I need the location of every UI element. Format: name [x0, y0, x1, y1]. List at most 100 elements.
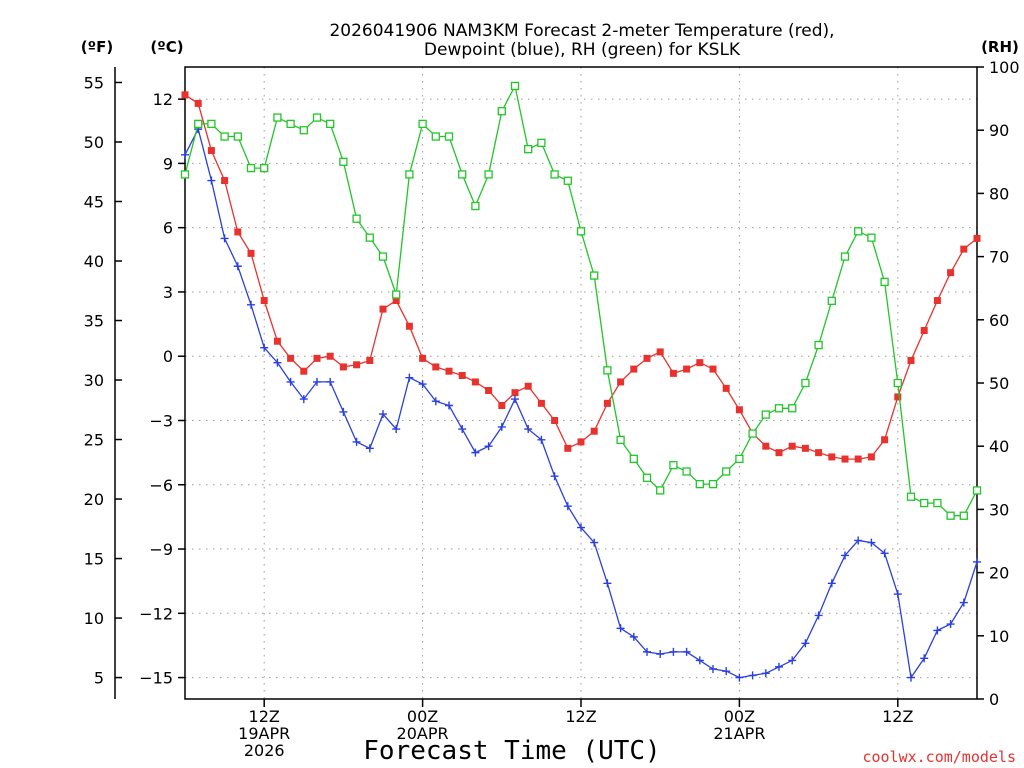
- rh-point: [590, 271, 599, 280]
- rh-point: [563, 176, 572, 185]
- rh-point: [352, 214, 361, 223]
- 2-meter-temperature-point: [353, 361, 361, 369]
- 2-meter-temperature-point: [405, 322, 413, 330]
- dewpoint-point: [748, 671, 757, 680]
- 2-meter-temperature-point: [801, 444, 809, 452]
- dewpoint-point: [511, 395, 519, 404]
- 2-meter-temperature-point: [392, 297, 400, 305]
- celsius-tick-label: 0: [163, 347, 173, 366]
- rh-line: [184, 84, 978, 517]
- celsius-axis: 12 9 6 3 0 −3 −6 −9 −12 −15: [139, 90, 185, 688]
- dewpoint-point: [418, 380, 427, 389]
- rh-point: [920, 498, 929, 508]
- rh-point: [801, 378, 810, 388]
- rh-tick-label: 40: [989, 437, 1009, 456]
- time-tick-label: 19APR: [238, 724, 290, 743]
- rh-point: [656, 486, 665, 495]
- rh-series: [180, 81, 982, 520]
- title-line-1: 2026041906 NAM3KM Forecast 2-meter Tempe…: [329, 21, 834, 41]
- 2-meter-temperature-point: [419, 354, 427, 362]
- 2-meter-temperature-point: [247, 249, 255, 257]
- rh-point: [471, 201, 480, 211]
- 2-meter-temperature-point: [656, 348, 664, 356]
- rh-point: [748, 429, 757, 438]
- 2-meter-temperature-point: [577, 438, 585, 446]
- 2-meter-temperature-point: [683, 365, 691, 373]
- dewpoint-point: [445, 401, 453, 410]
- 2-meter-temperature-point: [590, 427, 598, 435]
- 2-meter-temperature-point: [669, 369, 677, 377]
- rh-point: [392, 290, 401, 299]
- dewpoint-point: [616, 624, 625, 633]
- 2-meter-temperature-point: [617, 378, 625, 386]
- rh-point: [642, 473, 652, 482]
- title-line-2: Dewpoint (blue), RH (green) for KSLK: [424, 40, 741, 60]
- celsius-tick-label: 12: [153, 90, 173, 109]
- 2-meter-temperature-point: [471, 378, 479, 386]
- fahrenheit-tick-label: 25: [84, 431, 104, 450]
- rh-point: [603, 366, 612, 375]
- 2-meter-temperature-point: [432, 363, 440, 371]
- dewpoint-point: [339, 407, 348, 416]
- dewpoint-point: [775, 662, 783, 671]
- 2-meter-temperature-point: [498, 401, 506, 409]
- rh-point: [194, 119, 203, 129]
- dewpoint-point: [313, 377, 321, 386]
- rh-point: [365, 233, 374, 242]
- celsius-unit-label: (ºC): [150, 38, 183, 56]
- 2-meter-temperature-point: [485, 386, 493, 394]
- fahrenheit-tick-label: 35: [84, 312, 104, 331]
- dewpoint-point: [695, 656, 704, 665]
- dewpoint-point: [273, 358, 282, 367]
- rh-point: [682, 467, 691, 476]
- dewpoint-point: [247, 300, 255, 309]
- 2-meter-temperature-point: [221, 177, 229, 185]
- rh-point: [854, 227, 863, 236]
- rh-point: [260, 163, 269, 173]
- dewpoint-point: [431, 397, 440, 406]
- 2-meter-temperature-point: [603, 399, 611, 407]
- 2-meter-temperature-point: [564, 444, 572, 452]
- time-tick-label: 12Z: [565, 707, 596, 726]
- rh-point: [246, 163, 256, 173]
- 2-meter-temperature-point: [524, 382, 532, 390]
- 2-meter-temperature-point: [815, 449, 823, 457]
- rh-point: [972, 486, 982, 495]
- 2-meter-temperature-point: [511, 389, 519, 397]
- rh-point: [326, 119, 335, 129]
- dewpoint-point: [959, 598, 968, 607]
- rh-point: [880, 277, 889, 287]
- dewpoint-point: [299, 395, 308, 404]
- 2-meter-temperature-point: [234, 228, 242, 236]
- dewpoint-point: [603, 579, 612, 588]
- dewpoint-point: [563, 502, 572, 511]
- 2-meter-temperature-point: [630, 365, 638, 373]
- 2-meter-temperature-point: [260, 297, 268, 305]
- 2-meter-temperature-point: [788, 442, 796, 450]
- time-tick-label: 00Z: [407, 707, 438, 726]
- 2-meter-temperature-point: [551, 416, 559, 424]
- dewpoint-point: [709, 665, 717, 674]
- dewpoint-point: [233, 262, 242, 271]
- time-tick-label: 20APR: [397, 724, 449, 743]
- dewpoint-point: [920, 654, 929, 663]
- rh-point: [405, 170, 414, 179]
- dewpoint-point: [497, 422, 506, 431]
- dewpoint-point: [207, 176, 216, 185]
- rh-tick-label: 100: [989, 58, 1020, 77]
- rh-point: [840, 252, 850, 261]
- dewpoint-point: [392, 425, 401, 434]
- rh-tick-label: 80: [989, 184, 1009, 203]
- dewpoint-point: [643, 647, 651, 656]
- celsius-tick-label: 6: [163, 219, 173, 238]
- rh-point: [431, 132, 440, 141]
- rh-tick-label: 90: [989, 121, 1009, 140]
- 2-meter-temperature-point: [326, 352, 334, 360]
- rh-unit-label: (RH): [981, 38, 1019, 56]
- rh-point: [788, 404, 797, 413]
- dewpoint-point: [365, 444, 374, 453]
- 2-meter-temperature-point: [722, 384, 730, 392]
- dewpoint-point: [854, 536, 863, 545]
- 2-meter-temperature-series: [181, 91, 981, 463]
